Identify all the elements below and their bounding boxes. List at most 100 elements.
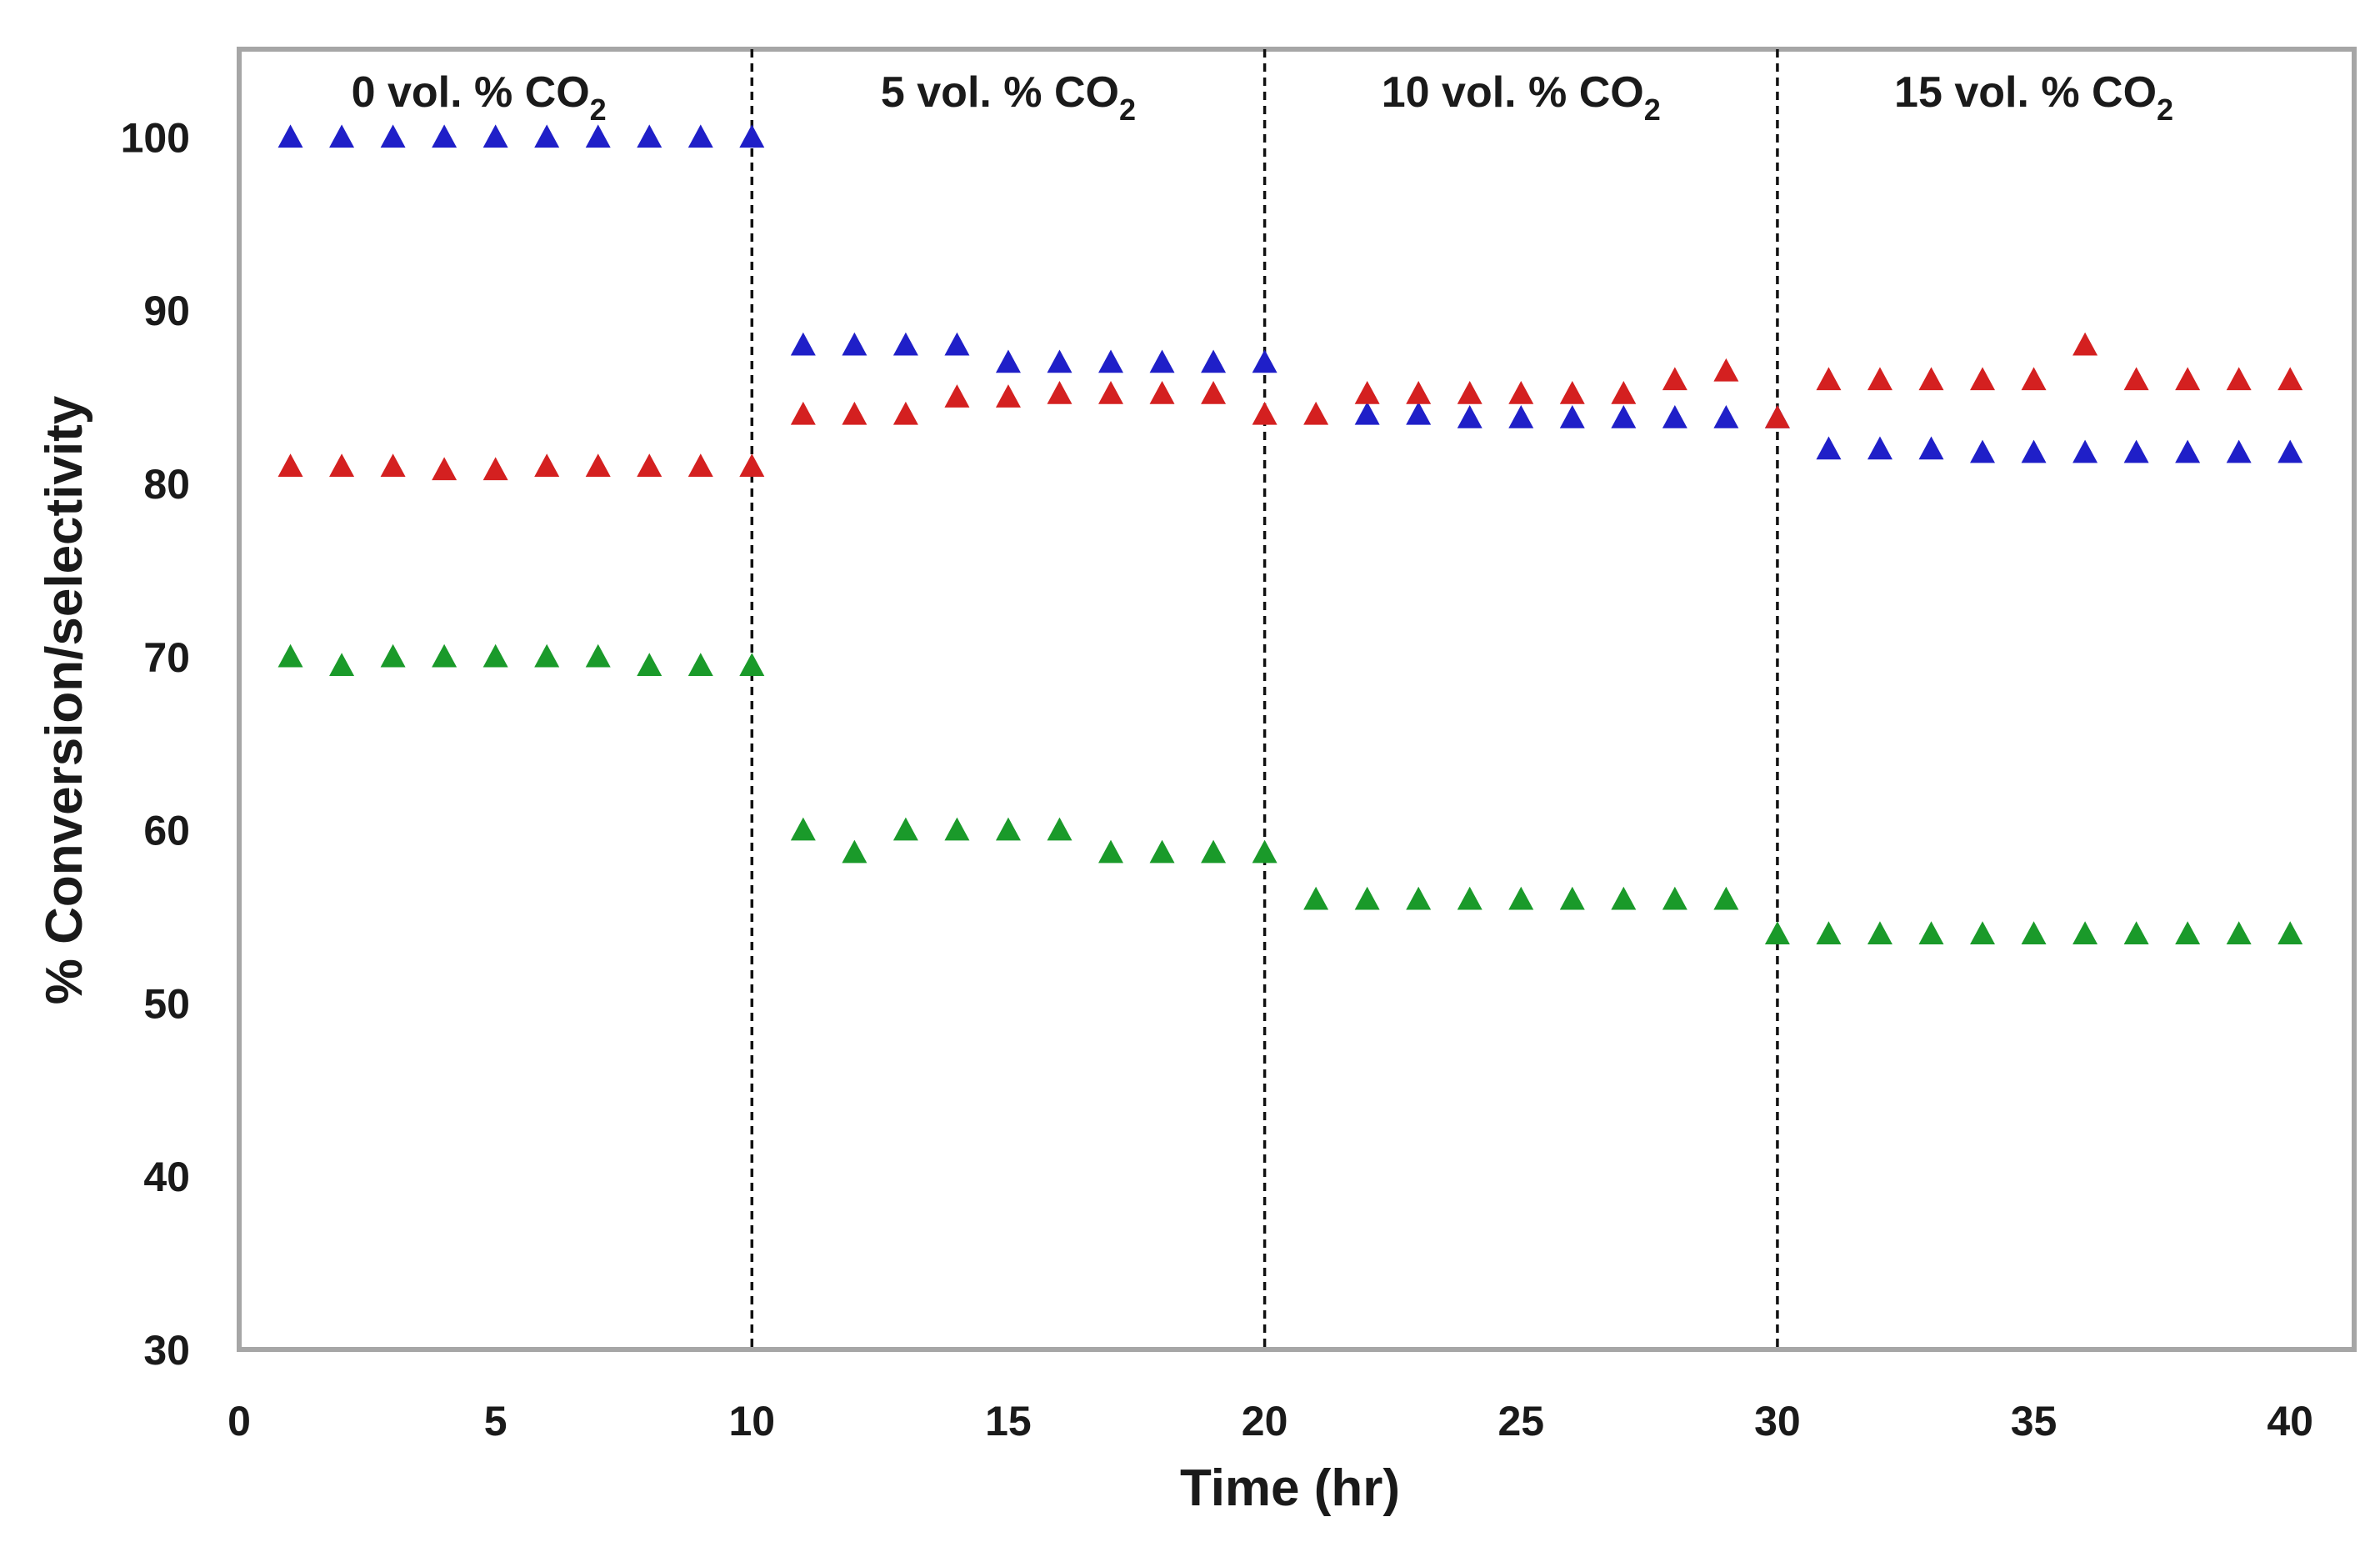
x-tick-label: 40 bbox=[2267, 1398, 2313, 1444]
plot-frame bbox=[237, 47, 2357, 1352]
data-point-red bbox=[1457, 380, 1482, 404]
data-point-green bbox=[1201, 839, 1227, 864]
data-point-green bbox=[1149, 839, 1175, 864]
region-labels: 0 vol. % CO2 5 vol. % CO2 10 vol. % CO2 15 … bbox=[352, 68, 2173, 127]
data-point-blue bbox=[1508, 405, 1534, 428]
region-label: 10 vol. % CO2 bbox=[1382, 68, 1661, 127]
data-point-green bbox=[1559, 886, 1585, 910]
data-point-green bbox=[1354, 886, 1380, 910]
y-tick-label: 100 bbox=[121, 114, 190, 161]
data-point-green bbox=[892, 817, 918, 841]
data-point-blue bbox=[1354, 401, 1380, 425]
data-point-blue bbox=[739, 124, 765, 148]
data-point-green bbox=[739, 653, 765, 676]
data-point-red bbox=[1867, 367, 1892, 391]
data-point-blue bbox=[1201, 349, 1227, 373]
data-point-red bbox=[1970, 367, 1996, 391]
x-tick-label: 5 bbox=[484, 1398, 508, 1444]
data-point-red bbox=[1303, 401, 1329, 425]
data-point-blue bbox=[1098, 349, 1124, 373]
region-label: 15 vol. % CO2 bbox=[1894, 68, 2173, 127]
data-point-green bbox=[1098, 839, 1124, 864]
data-point-green bbox=[1406, 886, 1432, 910]
data-point-red bbox=[1508, 380, 1534, 404]
data-point-green bbox=[329, 653, 355, 676]
data-point-green bbox=[1816, 921, 1842, 945]
data-point-green bbox=[1611, 886, 1637, 910]
data-point-red bbox=[585, 453, 611, 477]
data-point-red bbox=[2226, 367, 2252, 391]
data-point-blue bbox=[1457, 405, 1482, 428]
data-point-red bbox=[2072, 332, 2098, 356]
x-axis-ticks: 0 5 10 15 20 25 30 35 40 bbox=[228, 1398, 2313, 1444]
data-point-red bbox=[944, 384, 970, 408]
region-label: 0 vol. % CO2 bbox=[352, 68, 607, 127]
data-point-red bbox=[1149, 380, 1175, 404]
data-point-red bbox=[1047, 380, 1072, 404]
data-point-blue bbox=[2021, 439, 2047, 463]
y-tick-label: 40 bbox=[143, 1154, 190, 1200]
data-point-green bbox=[2278, 921, 2303, 945]
data-point-green bbox=[380, 643, 406, 668]
data-point-red bbox=[1662, 367, 1688, 391]
data-point-red bbox=[432, 457, 458, 481]
data-point-green bbox=[432, 643, 458, 668]
data-point-blue bbox=[534, 124, 560, 148]
data-point-red bbox=[278, 453, 303, 477]
data-point-red bbox=[995, 384, 1021, 408]
data-point-red bbox=[1354, 380, 1380, 404]
data-point-blue bbox=[637, 124, 662, 148]
x-tick-label: 35 bbox=[2011, 1398, 2058, 1444]
x-tick-label: 0 bbox=[228, 1398, 251, 1444]
data-point-green bbox=[278, 643, 303, 668]
data-point-blue bbox=[1713, 405, 1739, 428]
data-point-green bbox=[1252, 839, 1278, 864]
data-point-red bbox=[482, 457, 508, 481]
data-point-red bbox=[2278, 367, 2303, 391]
data-point-blue bbox=[585, 124, 611, 148]
data-point-blue bbox=[1252, 349, 1278, 373]
data-point-red bbox=[380, 453, 406, 477]
data-point-blue bbox=[2278, 439, 2303, 463]
data-point-green bbox=[482, 643, 508, 668]
data-point-red bbox=[1201, 380, 1227, 404]
data-point-green bbox=[1970, 921, 1996, 945]
data-point-red bbox=[790, 401, 816, 425]
data-point-green bbox=[995, 817, 1021, 841]
y-tick-label: 80 bbox=[143, 461, 190, 508]
data-point-blue bbox=[688, 124, 713, 148]
data-point-red bbox=[534, 453, 560, 477]
data-point-green bbox=[1867, 921, 1892, 945]
data-point-red bbox=[1713, 358, 1739, 382]
data-point-green bbox=[2123, 921, 2149, 945]
region-label: 5 vol. % CO2 bbox=[881, 68, 1136, 127]
data-point-blue bbox=[2123, 439, 2149, 463]
data-point-red bbox=[1252, 401, 1278, 425]
data-point-blue bbox=[2226, 439, 2252, 463]
data-point-blue bbox=[1047, 349, 1072, 373]
data-point-green bbox=[944, 817, 970, 841]
data-point-green bbox=[1662, 886, 1688, 910]
data-point-green bbox=[2226, 921, 2252, 945]
data-point-blue bbox=[790, 332, 816, 356]
data-points bbox=[278, 124, 2303, 945]
x-tick-label: 20 bbox=[1242, 1398, 1288, 1444]
x-tick-label: 10 bbox=[728, 1398, 775, 1444]
data-point-blue bbox=[944, 332, 970, 356]
region-dividers bbox=[750, 49, 1779, 1349]
data-point-red bbox=[1816, 367, 1842, 391]
data-point-blue bbox=[1867, 436, 1892, 460]
data-point-red bbox=[1764, 405, 1790, 428]
data-point-blue bbox=[1970, 439, 1996, 463]
data-point-blue bbox=[432, 124, 458, 148]
data-point-red bbox=[1918, 367, 1944, 391]
data-point-red bbox=[637, 453, 662, 477]
data-point-blue bbox=[1611, 405, 1637, 428]
data-point-blue bbox=[278, 124, 303, 148]
data-point-green bbox=[1764, 921, 1790, 945]
data-point-red bbox=[1559, 380, 1585, 404]
data-point-blue bbox=[892, 332, 918, 356]
data-point-blue bbox=[1816, 436, 1842, 460]
y-tick-label: 90 bbox=[143, 288, 190, 334]
